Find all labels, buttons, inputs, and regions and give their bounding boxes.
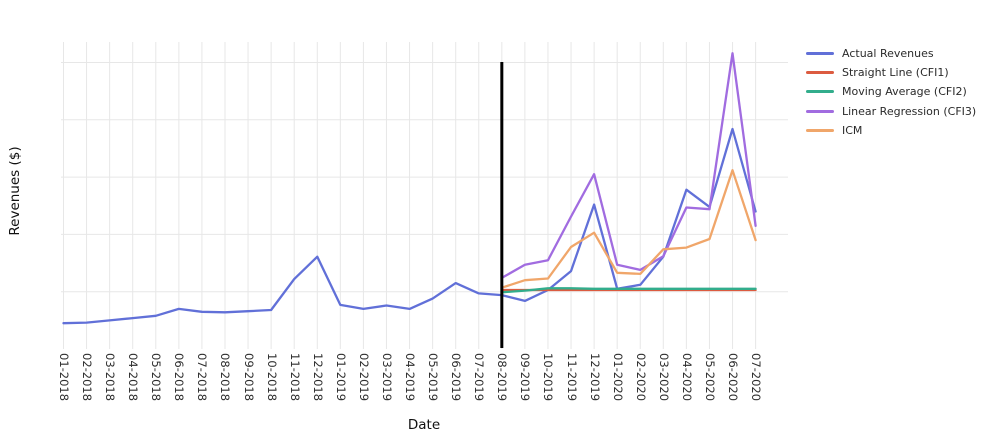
series-line-linear-regression-cfi3 xyxy=(500,52,757,280)
legend-item-icm[interactable]: ICM xyxy=(806,121,976,140)
x-tick-label: 12-2018 xyxy=(310,353,325,402)
x-tick-label: 05-2020 xyxy=(702,353,717,402)
legend-item-straight-line-cfi1[interactable]: Straight Line (CFI1) xyxy=(806,63,976,82)
legend: Actual Revenues Straight Line (CFI1) Movin… xyxy=(806,44,976,140)
legend-line-swatch-icon xyxy=(806,128,834,132)
x-axis-title: Date xyxy=(407,417,441,433)
x-tick-label: 09-2018 xyxy=(241,353,256,402)
y-axis-title: Revenues ($) xyxy=(7,146,23,236)
x-tick-label: 04-2020 xyxy=(679,353,694,402)
series-line-icm xyxy=(500,169,757,289)
x-tick-label: 10-2019 xyxy=(541,353,556,402)
x-tick-label: 08-2018 xyxy=(218,353,233,402)
x-tick-label: 05-2018 xyxy=(149,353,164,402)
x-tick-label: 03-2020 xyxy=(656,353,671,402)
x-tick-label: 01-2020 xyxy=(610,353,625,402)
x-tick-label: 01-2019 xyxy=(333,353,348,402)
x-tick-label: 12-2019 xyxy=(587,353,602,402)
legend-label: Moving Average (CFI2) xyxy=(842,85,967,99)
x-tick-label: 02-2019 xyxy=(356,353,371,402)
x-tick-label: 01-2018 xyxy=(57,353,71,402)
x-tick-label: 04-2019 xyxy=(403,353,418,402)
x-tick-label: 02-2020 xyxy=(633,353,648,402)
legend-item-moving-average-cfi2[interactable]: Moving Average (CFI2) xyxy=(806,82,976,101)
series-line-actual-revenues xyxy=(62,127,757,325)
x-tick-label: 03-2019 xyxy=(379,353,394,402)
legend-line-swatch-icon xyxy=(806,52,834,56)
x-tick-label: 08-2019 xyxy=(495,353,510,402)
legend-label: ICM xyxy=(842,123,863,137)
x-tick-label: 06-2019 xyxy=(449,353,464,402)
x-tick-label: 07-2020 xyxy=(749,353,764,402)
series-line-moving-average-cfi2 xyxy=(500,287,757,294)
legend-label: Straight Line (CFI1) xyxy=(842,66,949,80)
x-tick-label: 09-2019 xyxy=(518,353,533,402)
legend-label: Actual Revenues xyxy=(842,47,934,61)
legend-label: Linear Regression (CFI3) xyxy=(842,104,977,118)
legend-item-actual-revenues[interactable]: Actual Revenues xyxy=(806,44,976,63)
x-tick-label: 07-2019 xyxy=(472,353,487,402)
x-tick-label: 06-2018 xyxy=(172,353,187,402)
x-tick-label: 07-2018 xyxy=(195,353,210,402)
legend-item-linear-regression-cfi3[interactable]: Linear Regression (CFI3) xyxy=(806,102,976,121)
legend-line-swatch-icon xyxy=(806,90,834,94)
legend-line-swatch-icon xyxy=(806,71,834,75)
legend-line-swatch-icon xyxy=(806,109,834,113)
x-tick-label: 11-2019 xyxy=(564,353,579,402)
x-tick-label: 04-2018 xyxy=(126,353,141,402)
x-tick-label: 11-2018 xyxy=(287,353,302,402)
x-tick-label: 06-2020 xyxy=(726,353,741,402)
x-tick-label: 03-2018 xyxy=(103,353,118,402)
x-tick-label: 05-2019 xyxy=(426,353,441,402)
x-tick-label: 10-2018 xyxy=(264,353,279,402)
x-tick-label: 02-2018 xyxy=(80,353,95,402)
